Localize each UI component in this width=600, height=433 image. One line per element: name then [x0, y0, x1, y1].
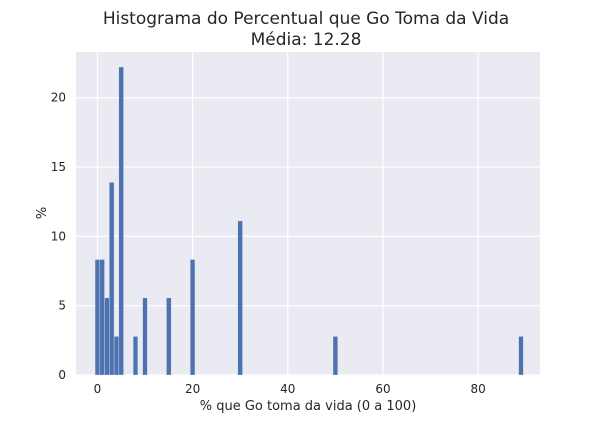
histogram-bar	[94, 259, 100, 376]
histogram-bar	[166, 297, 172, 376]
x-tick-label: 40	[280, 382, 295, 396]
y-tick-label: 5	[58, 299, 66, 313]
histogram-bar	[142, 297, 148, 376]
x-tick-label: 80	[470, 382, 485, 396]
y-tick-label: 15	[51, 160, 66, 174]
chart-subtitle: Média: 12.28	[251, 30, 362, 50]
histogram-bar	[118, 66, 124, 376]
y-axis-label: %	[35, 207, 50, 219]
histogram-bar	[133, 336, 138, 376]
x-axis-label: % que Go toma da vida (0 a 100)	[200, 399, 417, 414]
histogram-bar	[332, 336, 338, 376]
tick-labels: 0 20 40 60 80 0 5 10 15 20	[51, 91, 486, 396]
chart-title: Histograma do Percentual que Go Toma da …	[103, 9, 509, 29]
y-tick-label: 0	[58, 368, 66, 382]
x-tick-label: 60	[375, 382, 390, 396]
histogram-bar	[109, 182, 115, 376]
plot-area	[76, 52, 540, 375]
histogram-bar	[190, 259, 196, 376]
histogram-bar	[237, 220, 243, 376]
bars	[94, 66, 524, 376]
grid	[76, 52, 540, 376]
histogram-bar	[518, 336, 524, 376]
histogram-bar	[104, 297, 110, 376]
histogram-bar	[113, 336, 119, 376]
y-tick-label: 20	[51, 91, 66, 105]
histogram-bar	[99, 259, 105, 376]
x-tick-label: 20	[185, 382, 200, 396]
y-tick-label: 10	[51, 229, 66, 243]
x-tick-label: 0	[94, 382, 102, 396]
